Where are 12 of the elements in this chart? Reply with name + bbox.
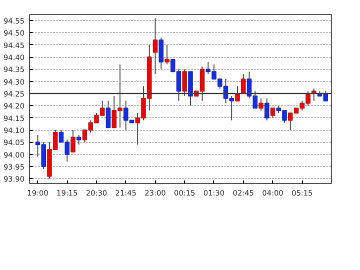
candlestick (270, 108, 276, 118)
candlestick (235, 86, 240, 102)
candlestick (106, 100, 111, 128)
candlestick (258, 98, 264, 112)
candlestick (158, 37, 164, 70)
candlestick (76, 134, 82, 146)
candlestick (264, 98, 270, 121)
candlestick (152, 18, 158, 75)
candlestick (70, 130, 76, 152)
candlestick (182, 68, 188, 96)
candlestick (164, 44, 170, 65)
candlestick (240, 74, 246, 94)
